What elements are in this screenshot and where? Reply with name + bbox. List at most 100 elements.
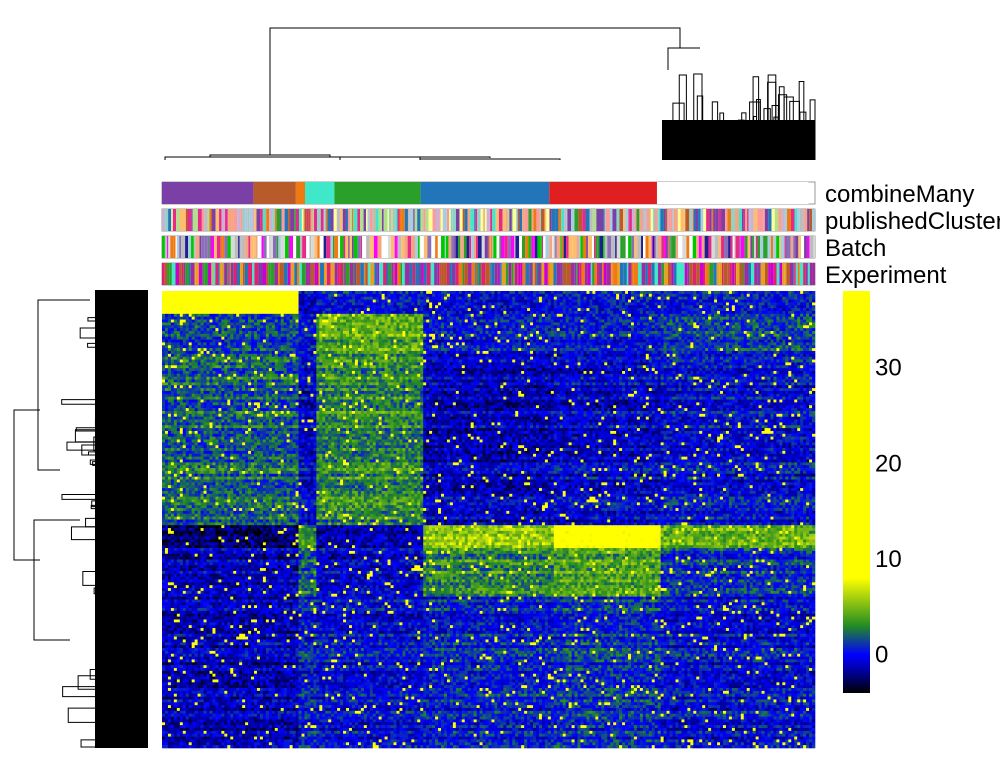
track-stripe [317, 209, 321, 231]
heatmap-cell [521, 305, 524, 308]
heatmap-cell [765, 294, 768, 297]
heatmap-cell [637, 294, 640, 297]
heatmap-cell [474, 305, 477, 308]
track-stripe [378, 236, 382, 258]
heatmap-cell [462, 305, 465, 308]
track-stripe [781, 236, 785, 258]
track-stripe [810, 263, 813, 285]
heatmap-cell [441, 302, 444, 305]
track-stripe [413, 209, 414, 231]
track-stripe [324, 236, 327, 258]
heatmap-cell [560, 300, 563, 303]
heatmap-cell [257, 300, 260, 303]
heatmap-cell [536, 300, 539, 303]
heatmap-cell [542, 294, 545, 297]
heatmap-cell [610, 305, 613, 308]
heatmap-cell [586, 291, 589, 294]
track-stripe [493, 236, 496, 258]
heatmap-cell [414, 291, 417, 294]
track-stripe [168, 209, 171, 231]
heatmap-cell [616, 294, 619, 297]
track-stripe [564, 236, 567, 258]
heatmap-cell [776, 291, 779, 294]
track-stripe [440, 209, 442, 231]
heatmap-cell [794, 294, 797, 297]
track-stripe [485, 209, 487, 231]
track-stripe [519, 263, 521, 285]
heatmap-cell [230, 302, 233, 305]
track-stripe [671, 236, 672, 258]
heatmap-cell [275, 305, 278, 308]
track-stripe [314, 236, 317, 258]
heatmap-cell [640, 305, 643, 308]
heatmap-cell [331, 291, 334, 294]
track-stripe [560, 236, 561, 258]
track-stripe [497, 236, 500, 258]
heatmap-cell [162, 294, 165, 297]
heatmap-cell [533, 297, 536, 300]
track-stripe [646, 209, 647, 231]
track-stripe [784, 263, 786, 285]
heatmap-cell [554, 308, 557, 311]
track-stripe [162, 236, 165, 258]
track-stripe [324, 209, 326, 231]
track-stripe [511, 263, 513, 285]
track-stripe [215, 263, 218, 285]
heatmap-cell [186, 305, 189, 308]
heatmap-cell [189, 305, 192, 308]
track-stripe [346, 209, 348, 231]
heatmap-cell [352, 300, 355, 303]
track-stripe [743, 263, 744, 285]
heatmap-cell [207, 302, 210, 305]
heatmap-cell [569, 308, 572, 311]
track-stripe [598, 236, 600, 258]
heatmap-cell [367, 305, 370, 308]
heatmap-cell [310, 291, 313, 294]
track-stripe [205, 236, 208, 258]
track-stripe [313, 209, 314, 231]
track-stripe [809, 236, 813, 258]
heatmap-cell [373, 294, 376, 297]
heatmap-cell [809, 297, 812, 300]
track-stripe [299, 209, 302, 231]
heatmap-cell [299, 300, 302, 303]
heatmap-cell [759, 302, 762, 305]
track-stripe [306, 263, 308, 285]
track-stripe [293, 236, 296, 258]
heatmap-cell [355, 305, 358, 308]
heatmap-cell [619, 300, 622, 303]
heatmap-cell [667, 291, 670, 294]
track-stripe [525, 263, 529, 285]
heatmap-cell [186, 297, 189, 300]
dendrogram-link [34, 520, 80, 640]
heatmap-cell [518, 291, 521, 294]
heatmap-cell [269, 300, 272, 303]
heatmap-cell [773, 291, 776, 294]
heatmap-cell [785, 305, 788, 308]
track-stripe [747, 209, 748, 231]
heatmap-cell [227, 297, 230, 300]
track-stripe [651, 263, 655, 285]
track-stripe [424, 236, 428, 258]
track-stripe [467, 236, 470, 258]
heatmap-cell [613, 297, 616, 300]
heatmap-cell [554, 305, 557, 308]
track-stripe [384, 209, 388, 231]
track-stripe [699, 236, 702, 258]
heatmap-cell [227, 308, 230, 311]
track-stripe [513, 209, 516, 231]
heatmap-cell [548, 302, 551, 305]
heatmap-cell [500, 305, 503, 308]
heatmap-cell [578, 305, 581, 308]
track-stripe [481, 263, 482, 285]
track-stripe [302, 236, 306, 258]
heatmap-cell [171, 305, 174, 308]
track-stripe [456, 263, 459, 285]
heatmap-cell [245, 308, 248, 311]
track-stripe [191, 236, 194, 258]
track-stripe [482, 236, 485, 258]
heatmap-cell [646, 297, 649, 300]
heatmap-cell [708, 305, 711, 308]
heatmap-cell [281, 297, 284, 300]
track-stripe [538, 263, 541, 285]
